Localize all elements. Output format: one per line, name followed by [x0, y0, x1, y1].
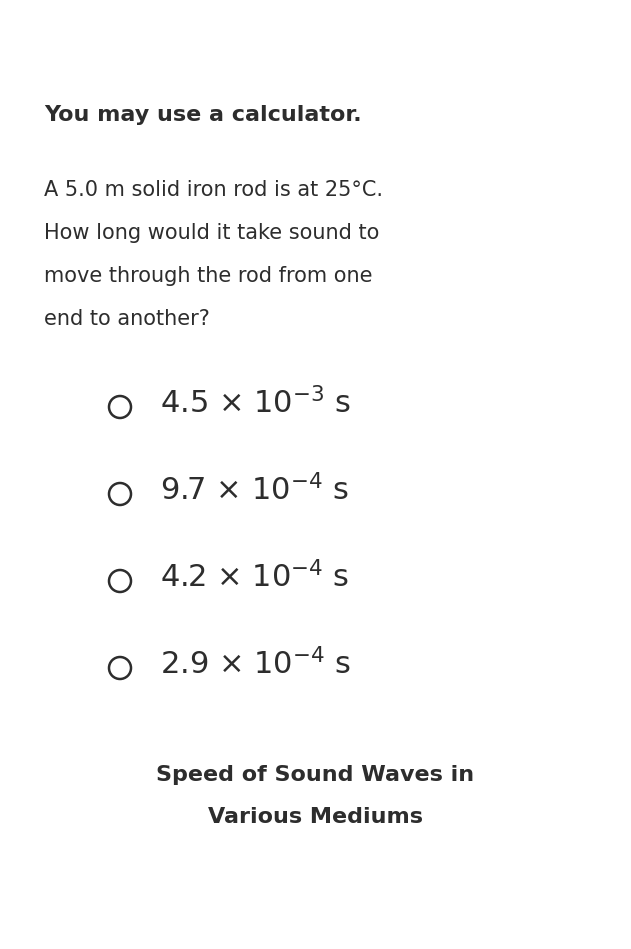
Text: 2.9 $\times$ 10$^{-4}$ s: 2.9 $\times$ 10$^{-4}$ s	[160, 648, 351, 680]
Text: Speed of Sound Waves in: Speed of Sound Waves in	[156, 765, 474, 785]
Text: 9.7 $\times$ 10$^{-4}$ s: 9.7 $\times$ 10$^{-4}$ s	[160, 474, 348, 507]
Text: A 5.0 m solid iron rod is at 25°C.: A 5.0 m solid iron rod is at 25°C.	[44, 180, 383, 200]
Text: 4.5 $\times$ 10$^{-3}$ s: 4.5 $\times$ 10$^{-3}$ s	[160, 387, 351, 419]
Text: You may use a calculator.: You may use a calculator.	[44, 105, 362, 125]
Text: end to another?: end to another?	[44, 309, 210, 329]
Text: How long would it take sound to: How long would it take sound to	[44, 223, 379, 243]
Text: Various Mediums: Various Mediums	[208, 807, 423, 827]
Text: move through the rod from one: move through the rod from one	[44, 266, 372, 286]
Text: 4.2 $\times$ 10$^{-4}$ s: 4.2 $\times$ 10$^{-4}$ s	[160, 561, 350, 593]
